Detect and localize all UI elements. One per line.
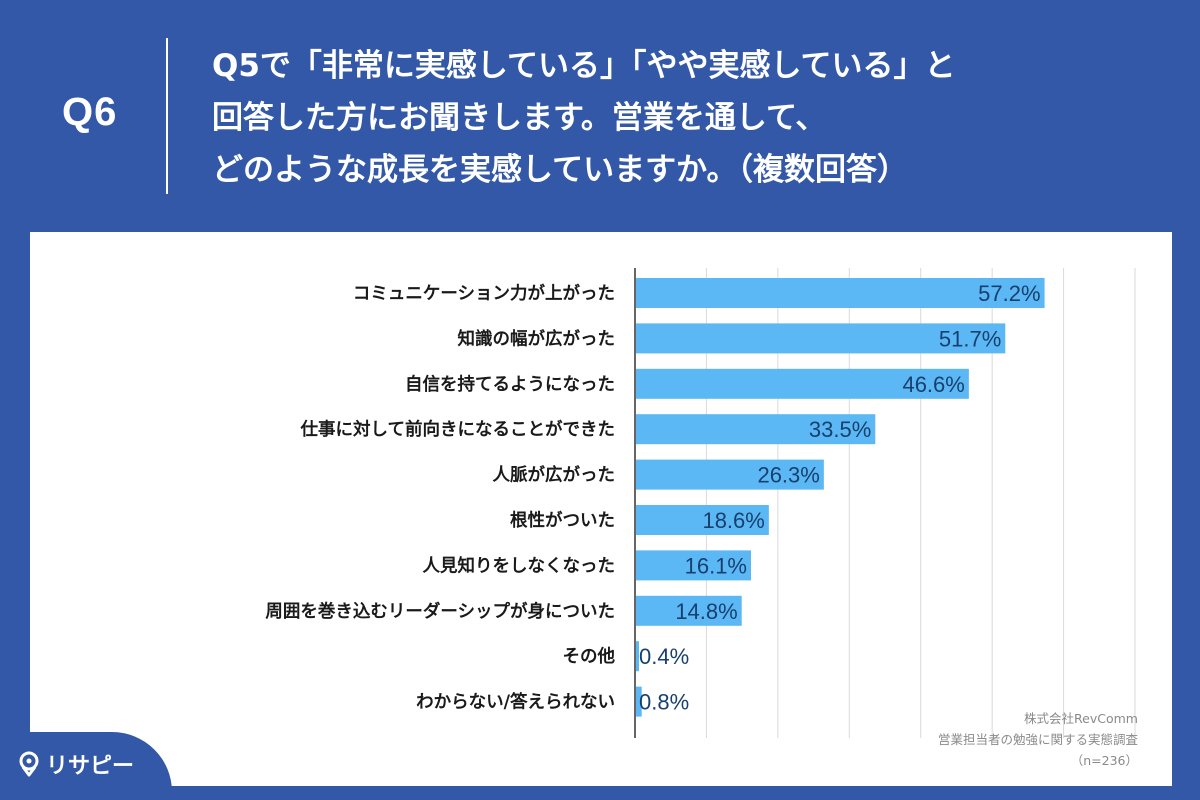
bar xyxy=(636,550,751,581)
category-label: コミュニケーション力が上がった xyxy=(353,283,615,304)
brand-logo: リサピー xyxy=(18,748,134,780)
location-pin-icon xyxy=(19,751,39,777)
logo-text: リサピー xyxy=(46,754,135,779)
bar xyxy=(636,414,876,445)
category-label: 自信を持てるようになった xyxy=(405,374,615,395)
category-label: 人脈が広がった xyxy=(493,465,616,486)
question-title: Q5で「非常に実感している」「やや実感している」と 回答した方にお聞きします。営… xyxy=(212,40,1172,196)
category-label: わからない/答えられない xyxy=(416,692,615,713)
category-label: 根性がついた xyxy=(510,510,615,531)
value-label: 0.4% xyxy=(639,644,689,669)
category-label: 知識の幅が広がった xyxy=(458,328,616,349)
bar xyxy=(636,641,639,672)
bar-chart: コミュニケーション力が上がった 57.2% 知識の幅が広がった 51.7% 自信を持てる… xyxy=(265,268,1136,738)
value-label: 14.8% xyxy=(675,599,737,624)
bar xyxy=(636,686,642,717)
category-label: 周囲を巻き込むリーダーシップが身についた xyxy=(265,601,615,622)
value-label: 0.8% xyxy=(639,690,689,715)
bar xyxy=(636,278,1045,308)
source-note: 株式会社RevComm 営業担当者の勉強に関する実態調査 （n=236） xyxy=(938,708,1138,771)
category-label: その他 xyxy=(563,646,616,667)
value-label: 16.1% xyxy=(685,553,747,578)
question-header: Q6 Q5で「非常に実感している」「やや実感している」と 回答した方にお聞きしま… xyxy=(0,0,1200,230)
value-label: 51.7% xyxy=(939,326,1001,351)
bar xyxy=(636,368,969,399)
question-title-line: 回答した方にお聞きします。営業を通して、 xyxy=(212,100,827,136)
question-title-line: どのような成長を実感していますか。（複数回答） xyxy=(212,152,908,188)
value-label: 26.3% xyxy=(757,463,819,488)
question-number: Q6 xyxy=(62,90,118,134)
source-survey: 営業担当者の勉強に関する実態調査 xyxy=(937,732,1138,747)
source-sample-size: （n=236） xyxy=(1070,753,1138,768)
source-company: 株式会社RevComm xyxy=(1024,711,1138,726)
category-label: 仕事に対して前向きになることができた xyxy=(300,419,615,440)
category-label: 人見知りをしなくなった xyxy=(423,555,616,576)
bar xyxy=(636,459,824,490)
bar xyxy=(636,323,1006,354)
bar xyxy=(636,595,742,626)
value-label: 33.5% xyxy=(809,417,871,442)
value-label: 46.6% xyxy=(902,372,964,397)
question-title-line: Q5で「非常に実感している」「やや実感している」と xyxy=(212,48,956,84)
value-label: 57.2% xyxy=(978,281,1040,306)
header-divider xyxy=(166,38,168,194)
value-label: 18.6% xyxy=(702,508,764,533)
chart-panel: コミュニケーション力が上がった 57.2% 知識の幅が広がった 51.7% 自信を持てる… xyxy=(30,232,1172,786)
bar xyxy=(636,505,769,535)
logo-tab xyxy=(0,732,172,800)
